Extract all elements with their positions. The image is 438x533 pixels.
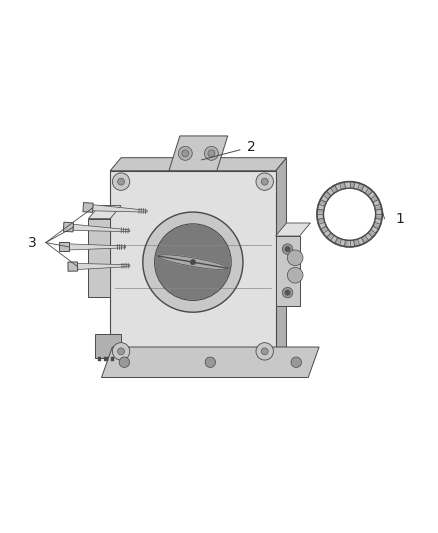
Circle shape bbox=[205, 147, 219, 160]
Polygon shape bbox=[353, 239, 358, 247]
Text: 2: 2 bbox=[247, 140, 256, 154]
Circle shape bbox=[190, 260, 195, 265]
Polygon shape bbox=[317, 219, 324, 222]
Polygon shape bbox=[317, 214, 324, 217]
Bar bbox=[111, 357, 114, 361]
Circle shape bbox=[291, 357, 301, 367]
Circle shape bbox=[287, 268, 303, 283]
Polygon shape bbox=[276, 236, 300, 305]
Polygon shape bbox=[344, 240, 348, 247]
Polygon shape bbox=[346, 182, 350, 188]
Polygon shape bbox=[110, 171, 276, 362]
Circle shape bbox=[117, 178, 124, 185]
Polygon shape bbox=[335, 238, 340, 245]
Polygon shape bbox=[102, 347, 319, 377]
Polygon shape bbox=[110, 158, 286, 171]
Polygon shape bbox=[373, 224, 380, 229]
Polygon shape bbox=[169, 136, 228, 171]
Circle shape bbox=[119, 357, 130, 367]
Polygon shape bbox=[355, 182, 360, 189]
Polygon shape bbox=[366, 189, 373, 196]
Polygon shape bbox=[78, 263, 130, 270]
Polygon shape bbox=[317, 182, 382, 247]
Circle shape bbox=[117, 348, 124, 355]
Circle shape bbox=[283, 244, 293, 254]
Polygon shape bbox=[321, 195, 328, 201]
Polygon shape bbox=[326, 233, 333, 239]
Circle shape bbox=[178, 147, 192, 160]
Polygon shape bbox=[318, 204, 325, 208]
Polygon shape bbox=[143, 212, 243, 312]
Polygon shape bbox=[365, 234, 371, 241]
Polygon shape bbox=[276, 158, 286, 362]
Polygon shape bbox=[64, 222, 74, 232]
Polygon shape bbox=[369, 193, 376, 199]
Polygon shape bbox=[374, 220, 381, 224]
Polygon shape bbox=[83, 203, 93, 212]
Polygon shape bbox=[371, 228, 378, 233]
Polygon shape bbox=[92, 205, 147, 212]
Polygon shape bbox=[88, 206, 121, 219]
Polygon shape bbox=[332, 185, 338, 192]
Polygon shape bbox=[325, 191, 331, 198]
Polygon shape bbox=[319, 199, 326, 205]
Polygon shape bbox=[276, 223, 311, 236]
Polygon shape bbox=[68, 262, 78, 271]
Polygon shape bbox=[363, 186, 369, 193]
Circle shape bbox=[283, 287, 293, 298]
Polygon shape bbox=[375, 211, 382, 214]
Circle shape bbox=[261, 348, 268, 355]
Polygon shape bbox=[368, 231, 375, 237]
Polygon shape bbox=[158, 255, 228, 270]
Polygon shape bbox=[339, 239, 344, 246]
Polygon shape bbox=[342, 182, 346, 189]
Polygon shape bbox=[69, 244, 125, 250]
Polygon shape bbox=[321, 226, 328, 232]
Circle shape bbox=[287, 250, 303, 265]
Circle shape bbox=[285, 246, 290, 252]
Polygon shape bbox=[323, 230, 330, 236]
Circle shape bbox=[285, 290, 290, 295]
Polygon shape bbox=[359, 184, 364, 191]
Text: 1: 1 bbox=[395, 212, 404, 225]
Polygon shape bbox=[330, 236, 336, 243]
Polygon shape bbox=[375, 206, 382, 210]
Circle shape bbox=[205, 357, 215, 367]
Polygon shape bbox=[317, 209, 324, 213]
Polygon shape bbox=[337, 183, 342, 190]
Polygon shape bbox=[73, 224, 130, 232]
Polygon shape bbox=[59, 243, 69, 252]
Circle shape bbox=[182, 150, 189, 157]
Circle shape bbox=[256, 173, 273, 190]
Circle shape bbox=[261, 178, 268, 185]
Text: 3: 3 bbox=[28, 236, 37, 249]
Polygon shape bbox=[351, 182, 355, 189]
Polygon shape bbox=[88, 219, 110, 297]
Circle shape bbox=[113, 173, 130, 190]
Circle shape bbox=[113, 343, 130, 360]
Circle shape bbox=[155, 224, 231, 301]
Bar bbox=[104, 357, 108, 361]
Polygon shape bbox=[358, 238, 363, 245]
Circle shape bbox=[256, 343, 273, 360]
Bar bbox=[98, 357, 101, 361]
Polygon shape bbox=[361, 236, 367, 244]
Circle shape bbox=[208, 150, 215, 157]
Polygon shape bbox=[374, 201, 381, 206]
Polygon shape bbox=[350, 240, 353, 247]
Polygon shape bbox=[371, 197, 378, 203]
Polygon shape bbox=[375, 216, 382, 220]
Polygon shape bbox=[95, 334, 121, 358]
Polygon shape bbox=[318, 222, 325, 227]
Polygon shape bbox=[328, 188, 334, 195]
